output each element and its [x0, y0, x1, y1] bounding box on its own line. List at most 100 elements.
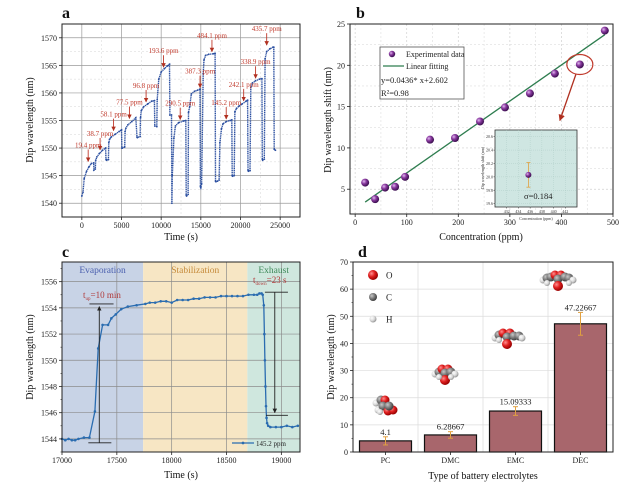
data-point-c — [261, 293, 265, 297]
data-point-a — [121, 147, 124, 149]
data-point-c — [119, 307, 123, 311]
inset-sigma-label: σ=0.184 — [524, 191, 553, 201]
x-tick-label: 18500 — [217, 456, 237, 465]
value-label: 15.09333 — [500, 397, 532, 407]
data-point-c — [236, 294, 239, 298]
data-point-c — [88, 436, 91, 439]
data-point-a — [114, 133, 117, 136]
y-tick-label: 40 — [340, 339, 348, 348]
y-axis-label-c: Dip wavelength (nm) — [25, 314, 36, 400]
data-point-a — [163, 67, 166, 70]
data-point-a — [80, 195, 83, 197]
annotation-a: 435.7 ppm — [252, 25, 282, 46]
data-point-c — [280, 425, 283, 429]
y-ticks-d: 0 10 20 30 40 50 60 70 — [340, 258, 353, 457]
panel-b: b 0 100 200 300 400 500 5 10 15 20 25 Experimenta… — [323, 5, 619, 243]
data-point-a — [134, 116, 137, 119]
data-point-c — [186, 298, 190, 302]
data-point-a — [249, 169, 251, 172]
data-point-c — [208, 296, 212, 299]
inset-frame — [494, 129, 578, 208]
panel-c: c Evaporation Stabilization Exhaust tup=10… — [25, 244, 301, 481]
fit-equation: y=0.0436* x+2.602 — [381, 75, 448, 85]
data-point-a — [222, 122, 224, 125]
data-point-a — [166, 65, 169, 67]
y-axis-label-d: Dip wavelength (nm) — [326, 314, 337, 400]
data-point-a — [204, 54, 207, 57]
data-point-a — [272, 46, 275, 49]
x-tick-label: 25000 — [270, 221, 290, 230]
data-point-a — [107, 158, 110, 161]
plot-frame-c — [61, 261, 301, 453]
data-point-c — [258, 292, 261, 295]
inset-x-tick-label: 438 — [539, 209, 545, 214]
panel-label-d: d — [358, 244, 367, 261]
data-point-c — [264, 385, 267, 388]
data-point-a — [230, 119, 233, 121]
annotation-a: 58.1 ppm — [100, 111, 127, 132]
y-tick-label: 60 — [340, 285, 348, 294]
inset-y-ticks: 19.6 19.8 20.0 20.2 20.4 20.6 — [486, 134, 495, 206]
x-tick-label: 300 — [504, 218, 516, 227]
data-point-a — [124, 130, 126, 133]
data-point-a — [98, 152, 101, 155]
data-point-a — [199, 88, 201, 90]
y-tick-label: 1548 — [41, 382, 57, 391]
atom-h — [448, 374, 454, 380]
inset-y-tick-label: 20.4 — [486, 148, 493, 153]
data-point-a — [246, 99, 249, 101]
panel-label-a: a — [62, 5, 70, 22]
data-point-c — [148, 301, 152, 304]
data-point-c — [197, 297, 201, 300]
data-point-b — [401, 172, 410, 181]
data-point-a — [200, 183, 203, 185]
inset-point — [525, 162, 532, 188]
region-evaporation — [62, 262, 144, 452]
annotation-label: 290.5 ppm — [165, 100, 196, 108]
data-point-b — [381, 183, 390, 192]
data-point-a — [249, 86, 252, 89]
data-point-a — [88, 165, 90, 168]
x-ticks-d: PC DMC EMC DEC — [381, 452, 589, 465]
panel-a: a 19.4 ppm 38.7 ppm 58.1 ppm 77.5 ppm 96.8 p… — [25, 5, 301, 243]
data-point-b — [426, 135, 435, 144]
legend-atom-h — [369, 315, 377, 323]
data-point-a — [82, 191, 84, 194]
data-point-a — [225, 120, 228, 123]
annotation-a: 96.8 ppm — [133, 82, 160, 103]
data-point-c — [266, 424, 270, 428]
data-point-a — [182, 120, 185, 122]
x-axis-label-d: Type of battery electrolytes — [428, 471, 538, 482]
x-tick-label: EMC — [507, 456, 524, 465]
bar-emc — [488, 410, 543, 453]
x-tick-label: 100 — [401, 218, 413, 227]
data-point-a — [108, 138, 111, 141]
data-point-a — [261, 77, 263, 80]
bar-group-emc: 15.09333 — [488, 397, 543, 453]
data-point-c — [114, 313, 118, 316]
data-point-c — [70, 438, 74, 442]
data-point-b — [600, 26, 609, 35]
x-axis-label-a: Time (s) — [164, 232, 198, 243]
data-point-a — [96, 155, 98, 158]
data-point-c — [192, 297, 195, 300]
data-point-a — [139, 116, 142, 119]
data-point-a — [156, 98, 159, 101]
inset-x-ticks: 432 434 436 438 440 442 — [504, 207, 568, 214]
data-point-c — [241, 294, 245, 298]
legend-b: Experimental data Linear fitting y=0.043… — [379, 46, 465, 100]
inset-x-tick-label: 440 — [551, 209, 557, 214]
annotation-a: 338.9 ppm — [241, 58, 271, 79]
data-point-a — [153, 125, 156, 127]
data-point-c — [159, 300, 163, 303]
atom-c — [553, 274, 563, 284]
x-tick-label: DMC — [441, 456, 459, 465]
data-point-c — [164, 300, 168, 303]
data-point-a — [238, 105, 240, 108]
legend-atom-o — [368, 270, 378, 280]
data-point-c — [67, 437, 70, 441]
data-point-a — [234, 110, 236, 113]
annotation-a: 19.4 ppm — [75, 142, 102, 162]
atom-o — [440, 375, 450, 385]
x-ticks-c: 17000 17500 18000 18500 19000 — [52, 452, 291, 465]
